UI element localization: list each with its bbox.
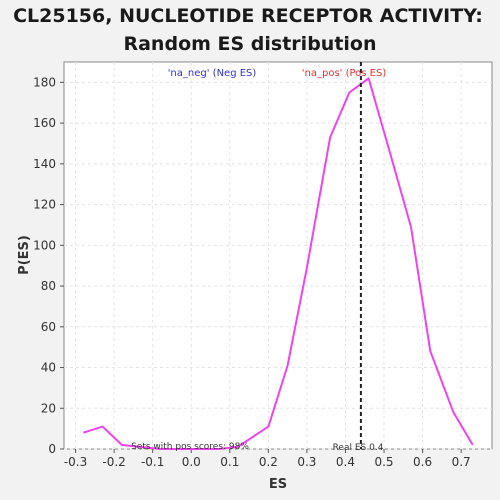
x-tick-label: 0.6 — [413, 455, 432, 469]
x-tick-label: -0.1 — [141, 455, 164, 469]
x-tick-label: 0.3 — [297, 455, 316, 469]
x-tick-label: 0.0 — [182, 455, 201, 469]
x-axis-label: ES — [269, 477, 287, 492]
series-group — [82, 77, 474, 450]
y-axis-label: P(ES) — [17, 235, 32, 275]
legend-neg: 'na_neg' (Neg ES) — [168, 68, 257, 79]
x-tick-label: -0.3 — [64, 455, 87, 469]
y-tick-label: 80 — [41, 279, 56, 293]
legend-pos: 'na_pos' (Pos ES) — [302, 68, 387, 79]
y-tick-label: 140 — [33, 157, 56, 171]
y-tick-label: 0 — [48, 442, 56, 456]
y-tick-label: 180 — [33, 75, 56, 89]
x-tick-label: 0.7 — [452, 455, 471, 469]
y-tick-label: 20 — [41, 401, 56, 415]
x-tick-label: -0.2 — [102, 455, 125, 469]
x-tick-label: 0.4 — [336, 455, 355, 469]
plot-area — [63, 61, 493, 450]
x-tick-label: 0.1 — [220, 455, 239, 469]
y-tick-label: 100 — [33, 238, 56, 252]
series-line — [82, 77, 474, 450]
axis-ticks: -0.3 -0.2 -0.1 0.0 0.1 0.2 0.3 0.4 0.5 0.6 0.7 0 20 4… — [33, 75, 471, 469]
y-tick-label: 60 — [41, 320, 56, 334]
pos-scores-annotation: Sets with pos scores: 98% — [131, 442, 249, 452]
x-tick-label: 0.2 — [259, 455, 278, 469]
y-tick-label: 160 — [33, 116, 56, 130]
chart-title-line1: CL25156, NUCLEOTIDE RECEPTOR ACTIVITY: — [13, 5, 483, 27]
chart-title-line2: Random ES distribution — [123, 33, 376, 55]
x-tick-label: 0.5 — [374, 455, 393, 469]
y-tick-label: 40 — [41, 361, 56, 375]
real-es-label: Real ES 0.4 — [333, 443, 384, 453]
y-tick-label: 120 — [33, 198, 56, 212]
